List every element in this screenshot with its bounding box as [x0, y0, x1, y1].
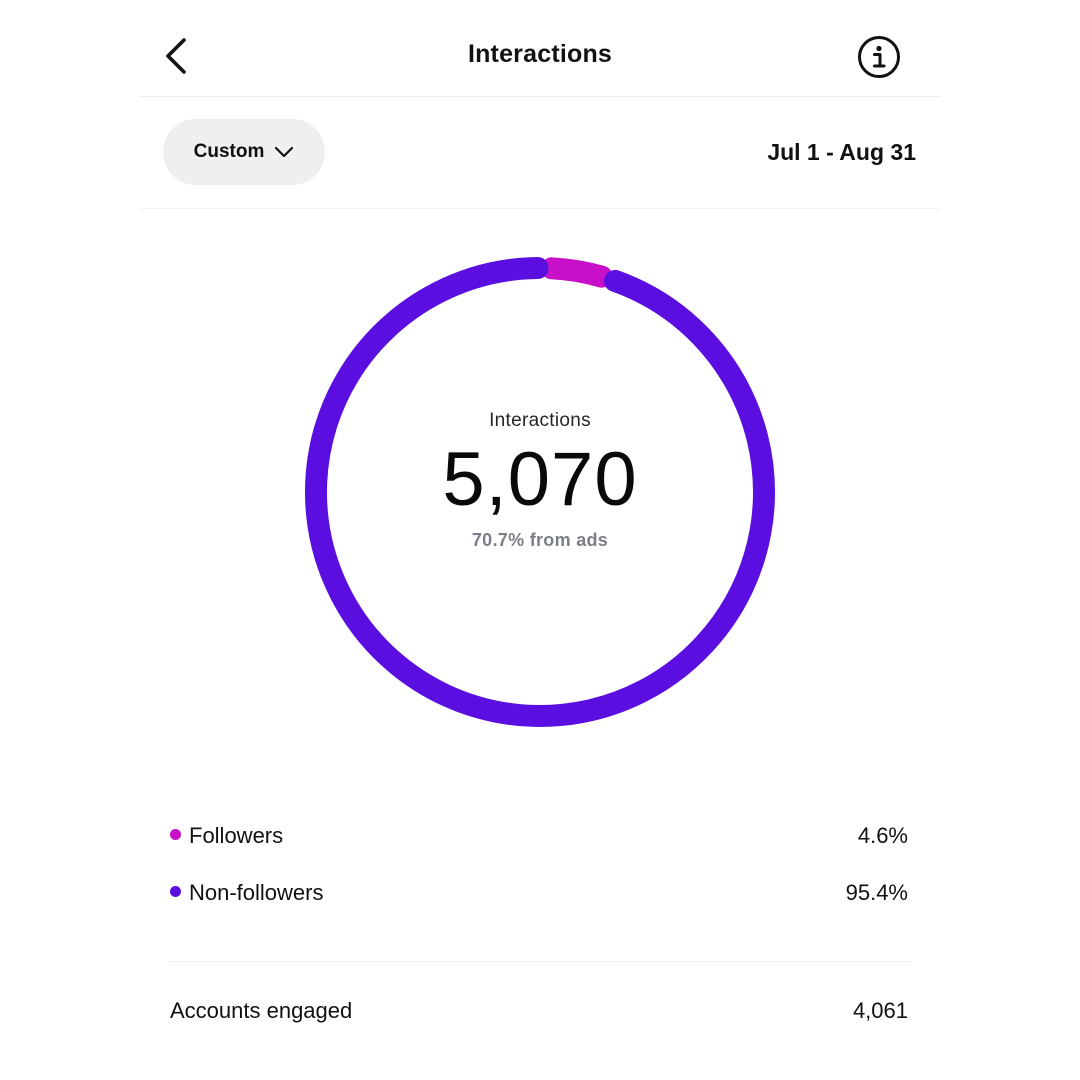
followers-dot: [170, 829, 181, 840]
date-filter-row: Custom Jul 1 - Aug 31: [140, 96, 940, 209]
page-title: Interactions: [467, 40, 613, 68]
legend-item-non-followers: Non-followers 95.4%: [170, 872, 910, 912]
legend-value: 4.6%: [857, 823, 908, 848]
dropdown-label: Custom: [193, 141, 265, 162]
accounts-engaged-row[interactable]: Accounts engaged 4,061: [170, 996, 910, 1030]
donut-slice-non-followers: [305, 257, 775, 727]
donut-center-label: Interactions: [489, 410, 591, 431]
legend-label: Followers: [189, 823, 284, 848]
legend-item-followers: Followers 4.6%: [170, 815, 910, 855]
donut-slice-followers: [540, 257, 613, 288]
section-divider: [170, 961, 910, 962]
donut-center: Interactions 5,070 70.7% from ads: [340, 410, 740, 551]
interactions-donut-chart: [305, 257, 775, 727]
top-bar: Interactions: [140, 0, 940, 97]
date-range-text: Jul 1 - Aug 31: [767, 139, 916, 165]
legend-label: Non-followers: [189, 880, 324, 905]
chevron-down-icon: [275, 146, 294, 158]
legend-value: 95.4%: [845, 880, 908, 905]
info-button[interactable]: [856, 34, 902, 80]
info-icon: [858, 36, 900, 78]
accounts-engaged-value: 4,061: [852, 998, 908, 1023]
date-range-dropdown[interactable]: Custom: [163, 119, 325, 185]
from-ads-subtext: 70.7% from ads: [471, 530, 609, 550]
back-button[interactable]: [156, 30, 200, 82]
total-interactions-value: 5,070: [442, 437, 638, 522]
accounts-engaged-label: Accounts engaged: [170, 998, 353, 1023]
non-followers-dot: [170, 886, 181, 897]
chevron-left-icon: [166, 38, 186, 74]
